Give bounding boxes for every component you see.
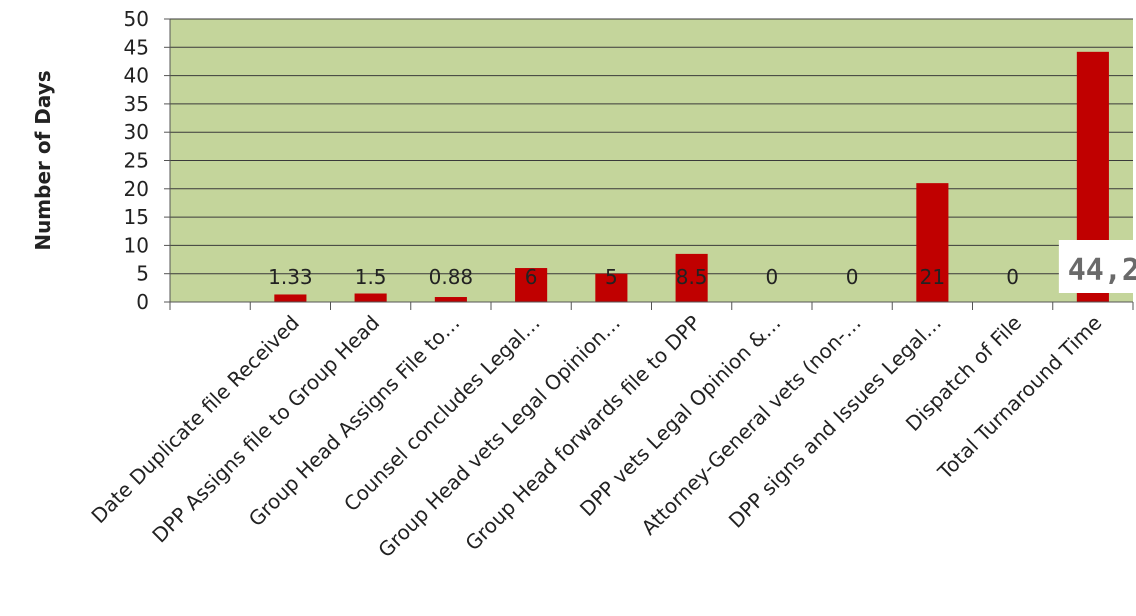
y-tick-label: 35 [124,92,149,116]
y-tick-label: 20 [124,177,149,201]
bar [595,273,628,302]
y-tick-label: 5 [136,262,149,286]
data-label: 1.5 [355,265,387,289]
y-tick-label: 0 [136,290,149,314]
data-label: 44,2 [1068,253,1136,288]
y-tick-labels: 0 5 10 15 20 25 30 35 40 45 50 [124,7,149,314]
y-axis-title: Number of Days [31,70,55,250]
y-tick-label: 45 [124,35,149,59]
data-label: 8.5 [676,265,708,289]
y-tick-label: 25 [124,149,149,173]
y-tick-label: 50 [124,7,149,31]
y-tick-label: 40 [124,64,149,88]
data-label: 6 [525,265,538,289]
y-tick-label: 30 [124,120,149,144]
axes [164,18,1134,310]
bar [274,294,307,302]
y-tick-label: 10 [124,233,149,257]
data-label: 0 [766,265,779,289]
data-label: 0 [1006,265,1019,289]
data-label: 21 [920,265,945,289]
bar [515,268,548,302]
x-category-label: Total Turnaround Time [932,311,1106,485]
bar [434,297,467,302]
data-label: 0.88 [429,265,474,289]
gridlines [170,18,1133,275]
data-label: 0 [846,265,859,289]
data-label: 5 [605,265,618,289]
y-tick-label: 15 [124,205,149,229]
data-label: 1.33 [268,265,313,289]
bar [675,253,708,302]
data-labels: 1.33 1.5 0.88 6 5 8.5 0 0 21 0 44,2 [268,240,1136,293]
bar [916,183,949,302]
highlight-label-box [1058,240,1136,293]
bar [354,293,387,302]
